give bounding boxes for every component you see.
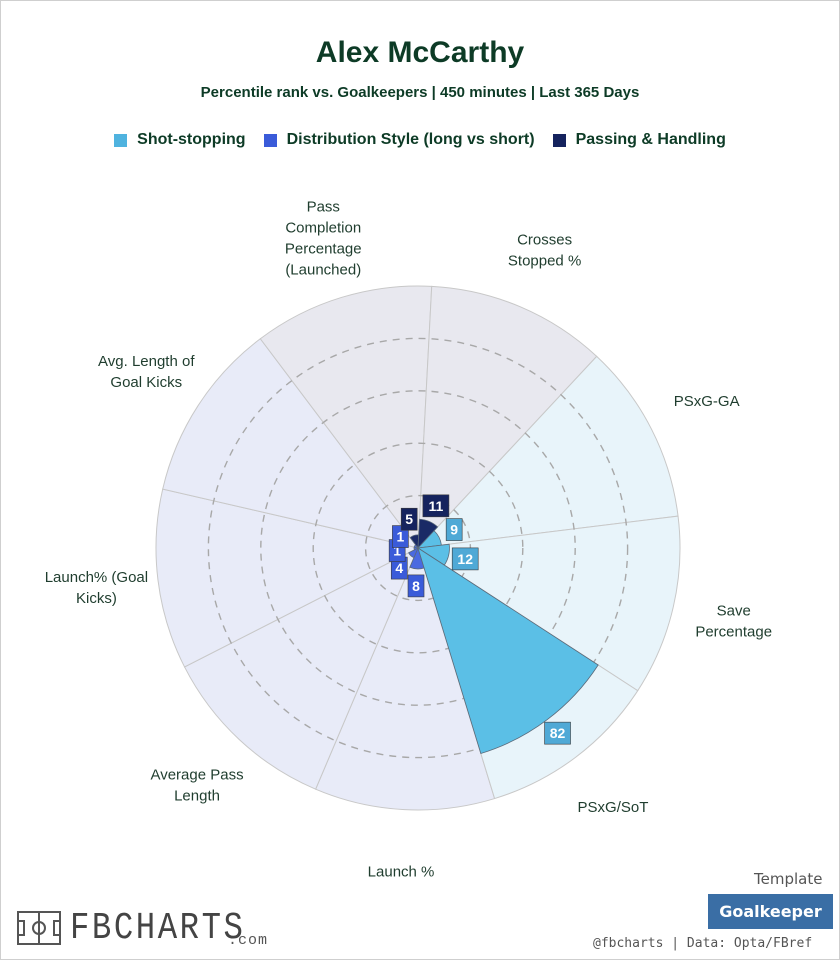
legend-label-distribution: Distribution Style (long vs short) — [286, 131, 535, 148]
axis-label-crosses-stopped: Crosses Stopped % — [508, 231, 581, 269]
legend-swatch-passing-handling — [552, 133, 566, 147]
legend-swatch-distribution — [263, 133, 277, 147]
grid-ring-2 — [312, 442, 524, 654]
value-label-pass-completion-percentage-launched: 5 — [400, 507, 418, 531]
legend-swatch-shot-stopping — [114, 133, 128, 147]
svg-text:8: 8 — [412, 578, 420, 594]
value-label-save-percentage: 12 — [451, 547, 479, 571]
grid-ring-3 — [260, 390, 576, 706]
data-credit: @fbcharts | Data: Opta/FBref — [593, 936, 813, 951]
axis-label-launch: Launch % — [368, 864, 435, 881]
sector-bg-average-pass-length — [183, 546, 419, 790]
sector-bg-crosses-stopped — [417, 285, 598, 550]
legend-item-distribution[interactable]: Distribution Style (long vs short) — [263, 131, 535, 149]
logo-wordmark: FBCHARTS — [70, 907, 246, 950]
chart-legend: Shot-stopping Distribution Style (long v… — [0, 131, 840, 149]
axis-label-average-pass-length: Average Pass Length — [150, 766, 243, 804]
template-badge[interactable]: Goalkeeper — [708, 894, 833, 929]
bar-average-pass-length — [408, 547, 419, 559]
chart-title: Alex McCarthy — [315, 36, 525, 69]
axis-label-launch-goal-kicks: Launch% (Goal Kicks) — [45, 569, 148, 607]
grid-ring-4 — [207, 337, 629, 759]
data-bars — [408, 518, 599, 754]
sector-bg-avg-length-of-goal-kicks — [162, 338, 420, 549]
axis-label-psxg-sot: PSxG/SoT — [578, 799, 649, 816]
legend-item-passing-handling[interactable]: Passing & Handling — [552, 131, 726, 149]
pitch-icon — [17, 911, 61, 945]
sector-bg-launch — [314, 546, 496, 811]
svg-text:4: 4 — [395, 560, 403, 576]
chart-subtitle: Percentile rank vs. Goalkeepers | 450 mi… — [200, 84, 640, 101]
svg-text:12: 12 — [457, 551, 473, 567]
value-label-psxg-ga: 9 — [445, 518, 463, 541]
axis-label-save-percentage: Save Percentage — [695, 602, 772, 640]
value-label-average-pass-length: 4 — [390, 556, 408, 580]
sector-bg-launch-goal-kicks — [155, 488, 420, 668]
axis-label-pass-completion-percentage-launched: Pass Completion Percentage (Launched) — [285, 199, 362, 279]
svg-text:9: 9 — [450, 522, 458, 538]
bar-psxg-sot — [417, 547, 599, 754]
sector-bg-save-percentage — [416, 515, 681, 692]
axis-label-psxg-ga: PSxG-GA — [674, 393, 740, 410]
legend-item-shot-stopping[interactable]: Shot-stopping — [114, 131, 246, 149]
template-label: Template — [754, 870, 823, 888]
value-label-crosses-stopped: 11 — [422, 494, 450, 518]
svg-text:1: 1 — [393, 543, 401, 559]
sector-backgrounds — [155, 285, 681, 811]
svg-text:82: 82 — [550, 725, 566, 741]
legend-label-shot-stopping: Shot-stopping — [137, 131, 246, 148]
legend-label-passing-handling: Passing & Handling — [575, 131, 726, 148]
sector-bg-psxg-ga — [416, 355, 679, 549]
sector-bg-pass-completion-percentage-launched — [259, 285, 433, 550]
svg-text:11: 11 — [428, 498, 443, 514]
bar-crosses-stopped — [417, 518, 439, 550]
fbcharts-logo[interactable]: FBCHARTS .com — [16, 907, 276, 950]
axis-labels: Launch % Average Pass Length Launch% (Goal K… — [45, 199, 772, 881]
value-label-launch: 8 — [407, 574, 425, 598]
logo-suffix: .com — [228, 932, 269, 949]
svg-text:1: 1 — [396, 529, 404, 545]
value-label-avg-length-of-goal-kicks: 1 — [392, 525, 409, 548]
svg-text:5: 5 — [405, 511, 413, 527]
axis-label-avg-length-of-goal-kicks: Avg. Length of Goal Kicks — [98, 353, 195, 391]
value-label-psxg-sot: 82 — [544, 721, 571, 745]
